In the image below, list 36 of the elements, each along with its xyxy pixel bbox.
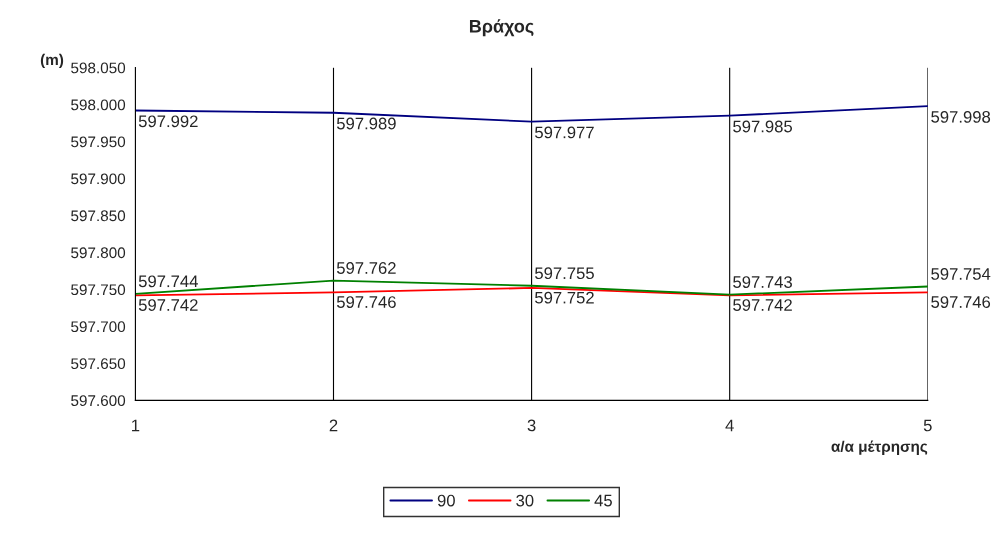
chart-title: Βράχος (469, 19, 534, 37)
data-label: 597.746 (931, 296, 991, 308)
legend-label: 45 (594, 494, 612, 507)
legend-label: 90 (437, 494, 455, 507)
x-axis-title: α/α μέτρησης (831, 440, 928, 455)
y-tick-label: 597.950 (71, 136, 126, 148)
y-tick-label: 597.700 (71, 321, 126, 333)
y-axis-title: (m) (40, 53, 64, 69)
data-label: 597.755 (535, 267, 594, 280)
data-label: 597.744 (138, 275, 198, 288)
y-tick-label: 598.000 (71, 99, 126, 111)
data-label: 597.762 (336, 262, 396, 274)
x-tick-label: 3 (527, 419, 536, 432)
data-label: 597.992 (138, 115, 198, 128)
x-tick-label: 5 (923, 419, 932, 432)
legend-label: 30 (516, 494, 534, 507)
y-tick-label: 597.750 (71, 284, 126, 296)
y-tick-label: 598.050 (71, 62, 126, 74)
x-tick-label: 1 (132, 419, 140, 432)
x-tick-label: 2 (329, 419, 338, 432)
data-label: 597.754 (931, 268, 991, 280)
data-label: 597.743 (733, 276, 792, 288)
data-label: 597.989 (336, 117, 396, 130)
data-label: 597.752 (535, 291, 594, 304)
data-label: 597.742 (733, 299, 792, 311)
y-tick-label: 597.600 (71, 395, 126, 407)
data-label: 597.746 (336, 296, 396, 308)
x-tick-label: 4 (725, 419, 734, 432)
y-tick-label: 597.850 (71, 210, 126, 222)
y-tick-label: 597.650 (71, 358, 126, 370)
data-label: 597.998 (931, 110, 991, 123)
data-label: 597.742 (138, 299, 198, 311)
y-tick-label: 597.800 (71, 247, 126, 259)
y-tick-label: 597.900 (71, 173, 126, 185)
data-label: 597.985 (733, 120, 793, 133)
data-label: 597.977 (535, 126, 594, 139)
